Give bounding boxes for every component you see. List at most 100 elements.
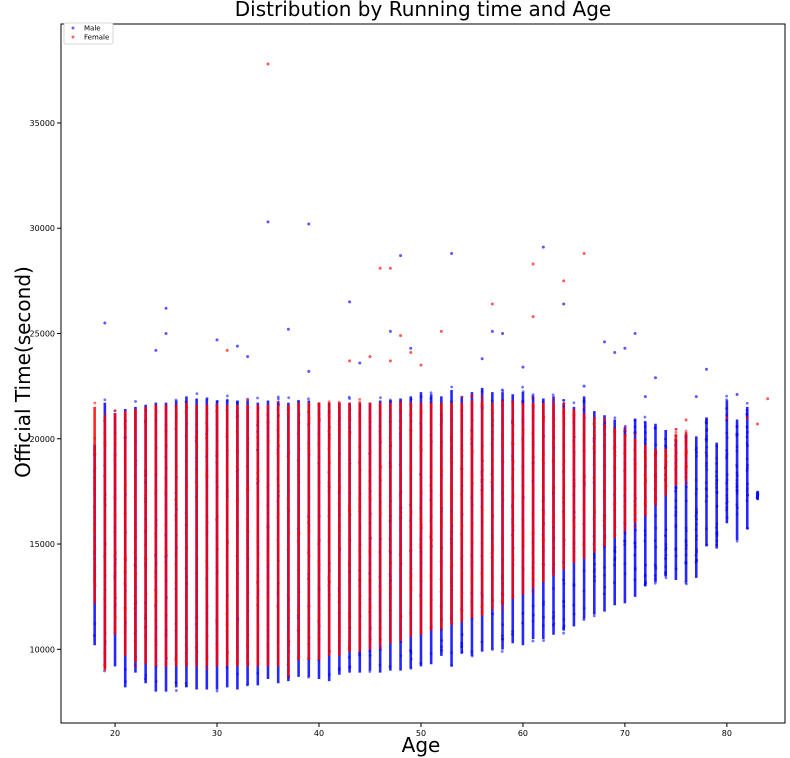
female-point (674, 457, 678, 461)
female-point (398, 567, 402, 571)
female-point (286, 506, 290, 510)
female-point (205, 421, 208, 425)
male-point (674, 567, 678, 571)
female-point (491, 411, 494, 415)
male-point (745, 425, 749, 428)
female-point (133, 625, 137, 629)
female-point (429, 519, 433, 523)
female-point (358, 569, 362, 573)
male-point (674, 510, 678, 514)
male-point (695, 522, 698, 526)
female-point (664, 485, 668, 488)
male-point (725, 436, 729, 440)
female-point (399, 517, 402, 521)
female-point (572, 453, 576, 457)
female-point (552, 436, 556, 440)
female-point (531, 468, 535, 472)
female-point (602, 479, 606, 483)
female-point (327, 531, 331, 535)
female-point (685, 481, 688, 485)
female-point (378, 506, 382, 510)
male-point (705, 543, 709, 547)
female-point (674, 474, 678, 478)
male-point (592, 556, 596, 559)
female-point (103, 517, 107, 520)
female-point (347, 647, 351, 651)
female-point (429, 530, 433, 534)
male-point (745, 469, 749, 473)
female-point (633, 508, 637, 512)
female-point (123, 582, 127, 586)
female-point (276, 424, 280, 427)
female-point (266, 550, 270, 554)
female-point (440, 560, 443, 564)
female-point (532, 455, 535, 459)
female-point (561, 496, 565, 500)
female-outlier-point (378, 266, 382, 270)
female-point (297, 568, 301, 572)
female-point (134, 486, 137, 490)
male-outlier-point (562, 302, 566, 306)
female-point (531, 577, 535, 581)
female-point (154, 600, 158, 603)
female-point (175, 412, 178, 416)
female-point (684, 462, 688, 466)
female-point (399, 421, 403, 425)
female-point (133, 495, 137, 499)
female-point (439, 493, 443, 497)
female-point (297, 562, 300, 566)
male-point (735, 491, 739, 495)
female-point (592, 518, 596, 521)
female-point (613, 434, 617, 438)
male-outlier-point (450, 251, 454, 255)
male-point (409, 397, 413, 401)
female-point (490, 408, 494, 412)
female-point (154, 640, 158, 644)
female-point (419, 490, 423, 494)
female-point (266, 575, 270, 578)
male-outlier-point (164, 306, 168, 310)
male-point (735, 425, 739, 428)
male-point (623, 572, 627, 576)
female-point (399, 585, 402, 589)
male-point (725, 506, 729, 509)
male-outlier-point (501, 331, 505, 335)
female-point (164, 541, 168, 545)
female-point (113, 470, 117, 474)
male-outlier-point (215, 338, 219, 342)
female-point (379, 464, 382, 468)
male-point (450, 664, 454, 667)
male-outlier-point (235, 344, 239, 348)
female-point (174, 518, 178, 522)
male-point (460, 633, 464, 636)
female-point (592, 524, 596, 528)
male-point (440, 645, 443, 649)
female-point (399, 426, 403, 429)
female-point (440, 627, 443, 631)
female-point (164, 434, 168, 437)
female-point (470, 450, 474, 454)
female-point (124, 483, 127, 487)
female-point (521, 428, 525, 432)
axis-ticks: 20 30 40 50 60 70 80 10000 15000 20000 25000 30000 3… (30, 119, 732, 738)
male-point (613, 558, 617, 562)
female-point (317, 559, 321, 563)
female-point (531, 404, 535, 408)
female-point (286, 408, 290, 412)
female-point (531, 512, 535, 516)
male-point (480, 640, 484, 644)
male-outlier-point (307, 222, 311, 226)
male-point (684, 547, 688, 550)
male-point (582, 606, 586, 610)
female-point (215, 409, 219, 413)
female-point (174, 658, 178, 662)
female-point (511, 558, 515, 561)
female-point (185, 647, 189, 651)
female-point (562, 515, 565, 518)
male-point (562, 618, 566, 621)
male-point (409, 667, 413, 670)
female-point (521, 439, 525, 443)
male-point (705, 454, 709, 458)
female-point (144, 418, 147, 422)
female-point (430, 538, 433, 542)
